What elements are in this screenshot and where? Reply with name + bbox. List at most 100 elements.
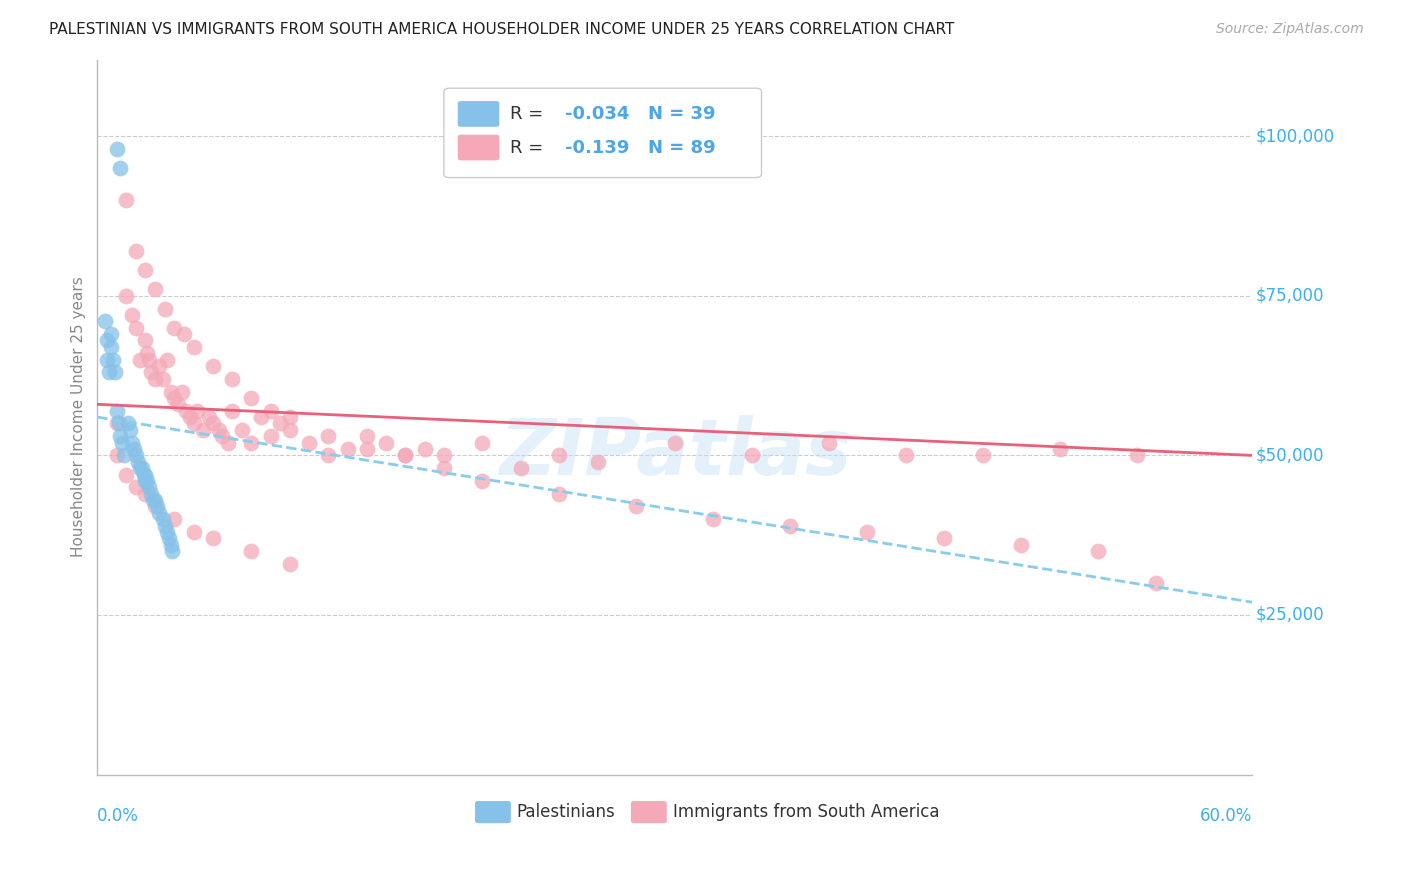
Point [259, 403, 281, 417]
Point [1049, 442, 1071, 456]
Point [148, 359, 170, 373]
Point [100, 327, 122, 342]
Point [934, 532, 956, 546]
Point [702, 512, 724, 526]
Point [96, 334, 118, 348]
Point [173, 327, 195, 342]
Point [125, 320, 148, 334]
Point [471, 474, 494, 488]
Point [818, 435, 841, 450]
Text: 0.0%: 0.0% [97, 806, 139, 825]
Point [115, 193, 138, 207]
Point [143, 372, 166, 386]
Text: -0.139: -0.139 [565, 138, 630, 156]
FancyBboxPatch shape [631, 801, 666, 823]
Point [152, 512, 174, 526]
Point [972, 449, 994, 463]
Point [278, 423, 301, 437]
Point [142, 493, 165, 508]
Point [179, 410, 201, 425]
Point [201, 532, 224, 546]
Point [193, 423, 215, 437]
Point [779, 518, 801, 533]
Text: Source: ZipAtlas.com: Source: ZipAtlas.com [1216, 22, 1364, 37]
Point [105, 449, 128, 463]
Point [162, 544, 184, 558]
Point [138, 352, 160, 367]
Point [586, 455, 609, 469]
Point [105, 417, 128, 431]
Point [159, 384, 181, 399]
Point [134, 474, 156, 488]
Point [394, 449, 416, 463]
Point [278, 557, 301, 571]
Point [356, 442, 378, 456]
Point [146, 500, 169, 514]
FancyBboxPatch shape [475, 801, 510, 823]
Point [148, 506, 170, 520]
Point [134, 263, 156, 277]
Point [318, 429, 340, 443]
Point [741, 449, 763, 463]
Point [433, 449, 456, 463]
Point [127, 455, 149, 469]
Point [143, 493, 166, 508]
Point [298, 435, 321, 450]
Point [394, 449, 416, 463]
Point [163, 512, 186, 526]
Point [153, 518, 176, 533]
FancyBboxPatch shape [458, 101, 499, 127]
Text: $75,000: $75,000 [1256, 287, 1324, 305]
Point [894, 449, 917, 463]
Point [221, 403, 243, 417]
Point [128, 352, 150, 367]
Y-axis label: Householder Income Under 25 years: Householder Income Under 25 years [72, 277, 86, 558]
Point [626, 500, 648, 514]
Point [138, 480, 160, 494]
Point [117, 417, 139, 431]
Point [1126, 449, 1149, 463]
Point [259, 429, 281, 443]
Point [134, 334, 156, 348]
Point [131, 461, 153, 475]
Point [278, 410, 301, 425]
Point [217, 435, 239, 450]
Point [157, 532, 180, 546]
Text: N = 89: N = 89 [648, 138, 716, 156]
Point [201, 417, 224, 431]
Text: Palestinians: Palestinians [516, 803, 616, 821]
Point [156, 524, 179, 539]
Point [240, 435, 263, 450]
Point [159, 538, 181, 552]
Point [186, 403, 208, 417]
Point [548, 449, 571, 463]
Point [111, 435, 134, 450]
Text: R =: R = [510, 105, 548, 123]
Point [413, 442, 436, 456]
Text: Immigrants from South America: Immigrants from South America [672, 803, 939, 821]
Point [664, 435, 686, 450]
Point [201, 359, 224, 373]
Text: N = 39: N = 39 [648, 105, 716, 123]
Point [97, 365, 120, 379]
Point [125, 244, 148, 259]
Point [121, 435, 143, 450]
Point [100, 340, 122, 354]
Point [141, 486, 163, 500]
Point [183, 340, 205, 354]
Text: PALESTINIAN VS IMMIGRANTS FROM SOUTH AMERICA HOUSEHOLDER INCOME UNDER 25 YEARS C: PALESTINIAN VS IMMIGRANTS FROM SOUTH AME… [49, 22, 955, 37]
Text: $25,000: $25,000 [1256, 606, 1324, 624]
Point [471, 435, 494, 450]
Point [240, 544, 263, 558]
Point [94, 314, 117, 328]
Point [125, 449, 148, 463]
Text: -0.034: -0.034 [565, 105, 630, 123]
Point [183, 524, 205, 539]
Point [231, 423, 253, 437]
Point [163, 391, 186, 405]
Point [221, 372, 243, 386]
Point [110, 161, 132, 175]
Point [134, 467, 156, 482]
Point [107, 417, 129, 431]
Point [1144, 576, 1167, 591]
